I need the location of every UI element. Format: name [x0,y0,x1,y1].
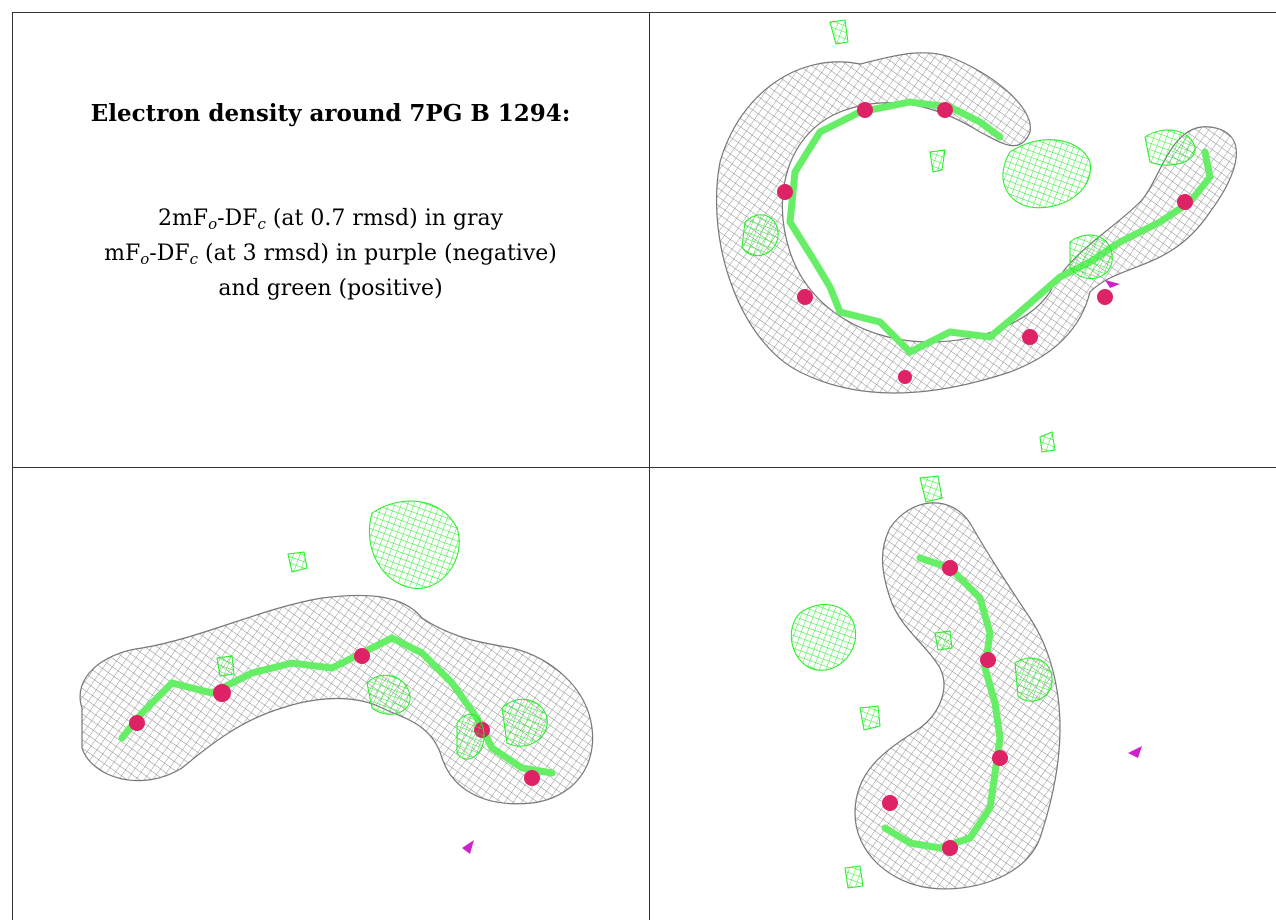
density-image-zigzag [79,500,594,854]
oxygen-atoms-hook [882,560,1008,856]
figure-grid: Electron density around 7PG B 1294: 2mFo… [12,12,1276,920]
caption-cell: Electron density around 7PG B 1294: 2mFo… [12,12,649,467]
density-image-ring [716,19,1237,453]
mesh-negative-hook [1128,746,1142,758]
grid-border-left [12,12,13,920]
oxygen-atoms-ring [777,102,1193,384]
density-image-hook [790,475,1142,890]
density-view-zigzag [12,468,649,920]
caption-title: Electron density around 7PG B 1294: [90,100,571,127]
grid-border-top [12,12,1276,13]
caption-line-2fofc: 2mFo-DFc (at 0.7 rmsd) in gray [157,206,504,233]
density-view-hook [650,468,1276,920]
mesh-positive-hook [790,475,1053,889]
mesh-2fofc-hook [854,502,1061,890]
grid-divider-horizontal [12,467,1276,468]
mesh-negative-zigzag [462,840,474,854]
mesh-positive-ring [741,19,1196,453]
caption-description: 2mFo-DFc (at 0.7 rmsd) in gray mFo-DFc (… [12,204,649,304]
caption-line-colors: and green (positive) [218,276,443,301]
grid-divider-vertical [649,12,650,920]
model-sticks-ring [786,98,1214,357]
density-view-ring [650,12,1276,467]
caption-line-fofc: mFo-DFc (at 3 rmsd) in purple (negative) [104,241,557,268]
mesh-negative-ring [1105,280,1120,288]
model-sticks-hook [881,554,1004,852]
mesh-positive-zigzag [216,500,548,760]
